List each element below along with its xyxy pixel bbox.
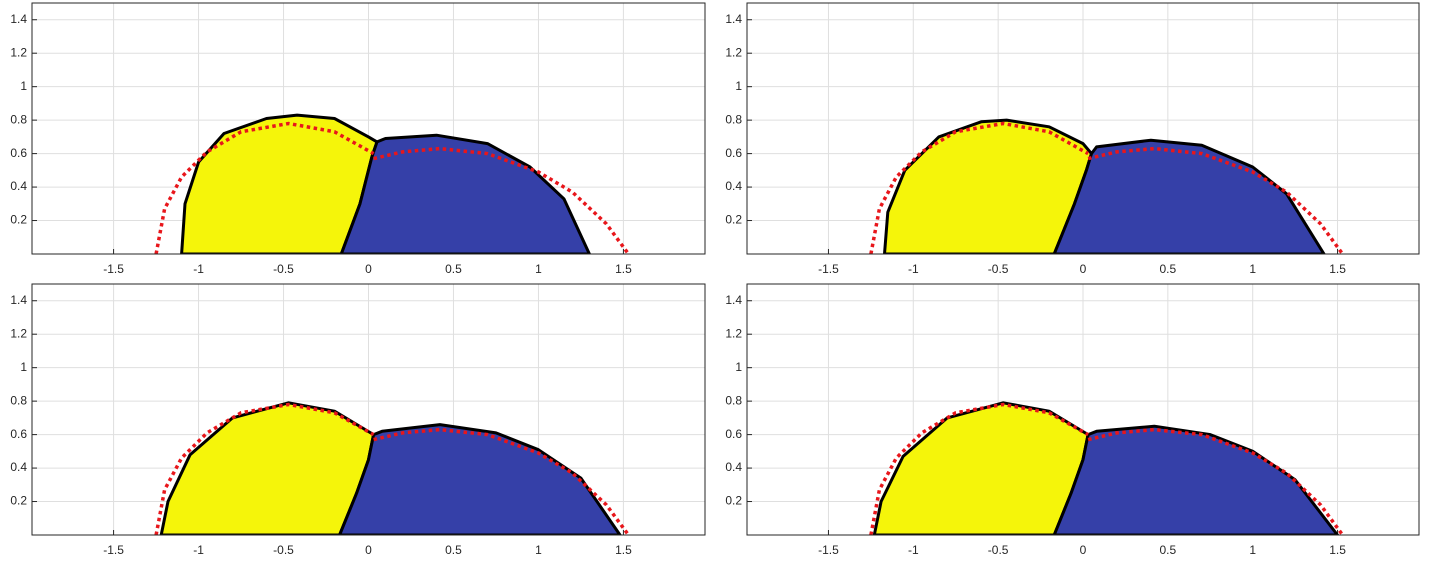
x-tick-label: -1 (908, 543, 919, 557)
x-tick-label: 1 (1249, 262, 1256, 276)
x-tick-label: 0.5 (1160, 543, 1177, 557)
y-tick-label: 0.2 (725, 494, 742, 508)
plot-content (869, 401, 1345, 535)
y-tick-label: 0.6 (10, 146, 27, 160)
reference-curve (869, 402, 1089, 535)
y-tick-label: 1.4 (10, 293, 27, 307)
reference-curve (373, 427, 630, 535)
axes-frame (31, 2, 706, 255)
x-tick-label: 1 (535, 262, 542, 276)
y-tick-label: 0.6 (10, 427, 27, 441)
x-tick-label: -1.5 (103, 543, 124, 557)
y-tick-label: 1 (735, 360, 742, 374)
x-tick-label: 0 (1080, 543, 1087, 557)
y-tick-label: 1.4 (725, 12, 742, 26)
y-tick-label: 1.2 (10, 326, 27, 340)
y-tick-label: 0.4 (10, 179, 27, 193)
x-tick-label: -0.5 (988, 262, 1009, 276)
region (338, 423, 622, 535)
x-tick-label: 1.5 (1329, 262, 1346, 276)
y-tick-label: 0.4 (10, 460, 27, 474)
reference-curve (869, 121, 1089, 254)
x-tick-label: -1.5 (818, 262, 839, 276)
region (339, 133, 591, 254)
x-tick-label: 1 (535, 543, 542, 557)
reference-curve (373, 146, 630, 254)
axes-frame (746, 2, 1420, 255)
plot-content (869, 118, 1345, 254)
y-tick-label: 1 (20, 360, 27, 374)
y-tick-label: 1.4 (725, 293, 742, 307)
y-tick-label: 0.8 (725, 112, 742, 126)
x-tick-label: 0.5 (445, 262, 462, 276)
y-tick-label: 0.6 (725, 146, 742, 160)
y-tick-label: 1 (20, 79, 27, 93)
axes: -1.5 -1 -0.5 0 0.5 1 1.5 0.2 0.4 0.6 0.8 1 1.2 1.4 (725, 283, 1420, 557)
x-tick-label: 1.5 (615, 543, 632, 557)
reference-curve (154, 121, 375, 254)
y-tick-label: 0.4 (725, 460, 742, 474)
y-tick-label: 1.4 (10, 12, 27, 26)
region (1052, 424, 1339, 535)
x-tick-label: 0 (1080, 262, 1087, 276)
x-tick-label: 0 (365, 262, 372, 276)
y-tick-label: 0.8 (10, 393, 27, 407)
y-tick-label: 0.2 (10, 213, 27, 227)
x-tick-label: -1.5 (818, 543, 839, 557)
y-tick-label: 0.4 (725, 179, 742, 193)
axes-frame (31, 283, 706, 536)
reference-curve (1087, 146, 1345, 254)
x-tick-label: -0.5 (273, 543, 294, 557)
axes: -1.5 -1 -0.5 0 0.5 1 1.5 0.2 0.4 0.6 0.8 1 1.2 1.4 (725, 2, 1420, 276)
y-tick-label: 0.8 (725, 393, 742, 407)
y-tick-label: 1.2 (725, 326, 742, 340)
plot-content (154, 401, 630, 535)
x-tick-label: -0.5 (273, 262, 294, 276)
x-tick-label: 0 (365, 543, 372, 557)
reference-curve (1087, 427, 1345, 535)
x-tick-label: 1.5 (1329, 543, 1346, 557)
y-tick-label: 0.2 (725, 213, 742, 227)
y-tick-label: 0.6 (725, 427, 742, 441)
x-tick-label: 0.5 (445, 543, 462, 557)
x-tick-label: 1.5 (615, 262, 632, 276)
x-tick-label: 1 (1249, 543, 1256, 557)
axes: -1.5 -1 -0.5 0 0.5 1 1.5 0.2 0.4 0.6 0.8 1 1.2 1.4 (10, 2, 706, 276)
x-tick-label: -1 (193, 262, 204, 276)
x-tick-label: 0.5 (1160, 262, 1177, 276)
y-tick-label: 1.2 (10, 45, 27, 59)
reference-curve (154, 402, 375, 535)
plot-content (154, 113, 630, 254)
x-tick-label: -0.5 (988, 543, 1009, 557)
x-tick-label: -1.5 (103, 262, 124, 276)
region (1052, 138, 1326, 254)
x-tick-label: -1 (193, 543, 204, 557)
y-tick-label: 0.2 (10, 494, 27, 508)
axes: -1.5 -1 -0.5 0 0.5 1 1.5 0.2 0.4 0.6 0.8 1 1.2 1.4 (10, 283, 706, 557)
x-tick-label: -1 (908, 262, 919, 276)
axes-frame (746, 283, 1420, 536)
y-tick-label: 0.8 (10, 112, 27, 126)
y-tick-label: 1 (735, 79, 742, 93)
y-tick-label: 1.2 (725, 45, 742, 59)
